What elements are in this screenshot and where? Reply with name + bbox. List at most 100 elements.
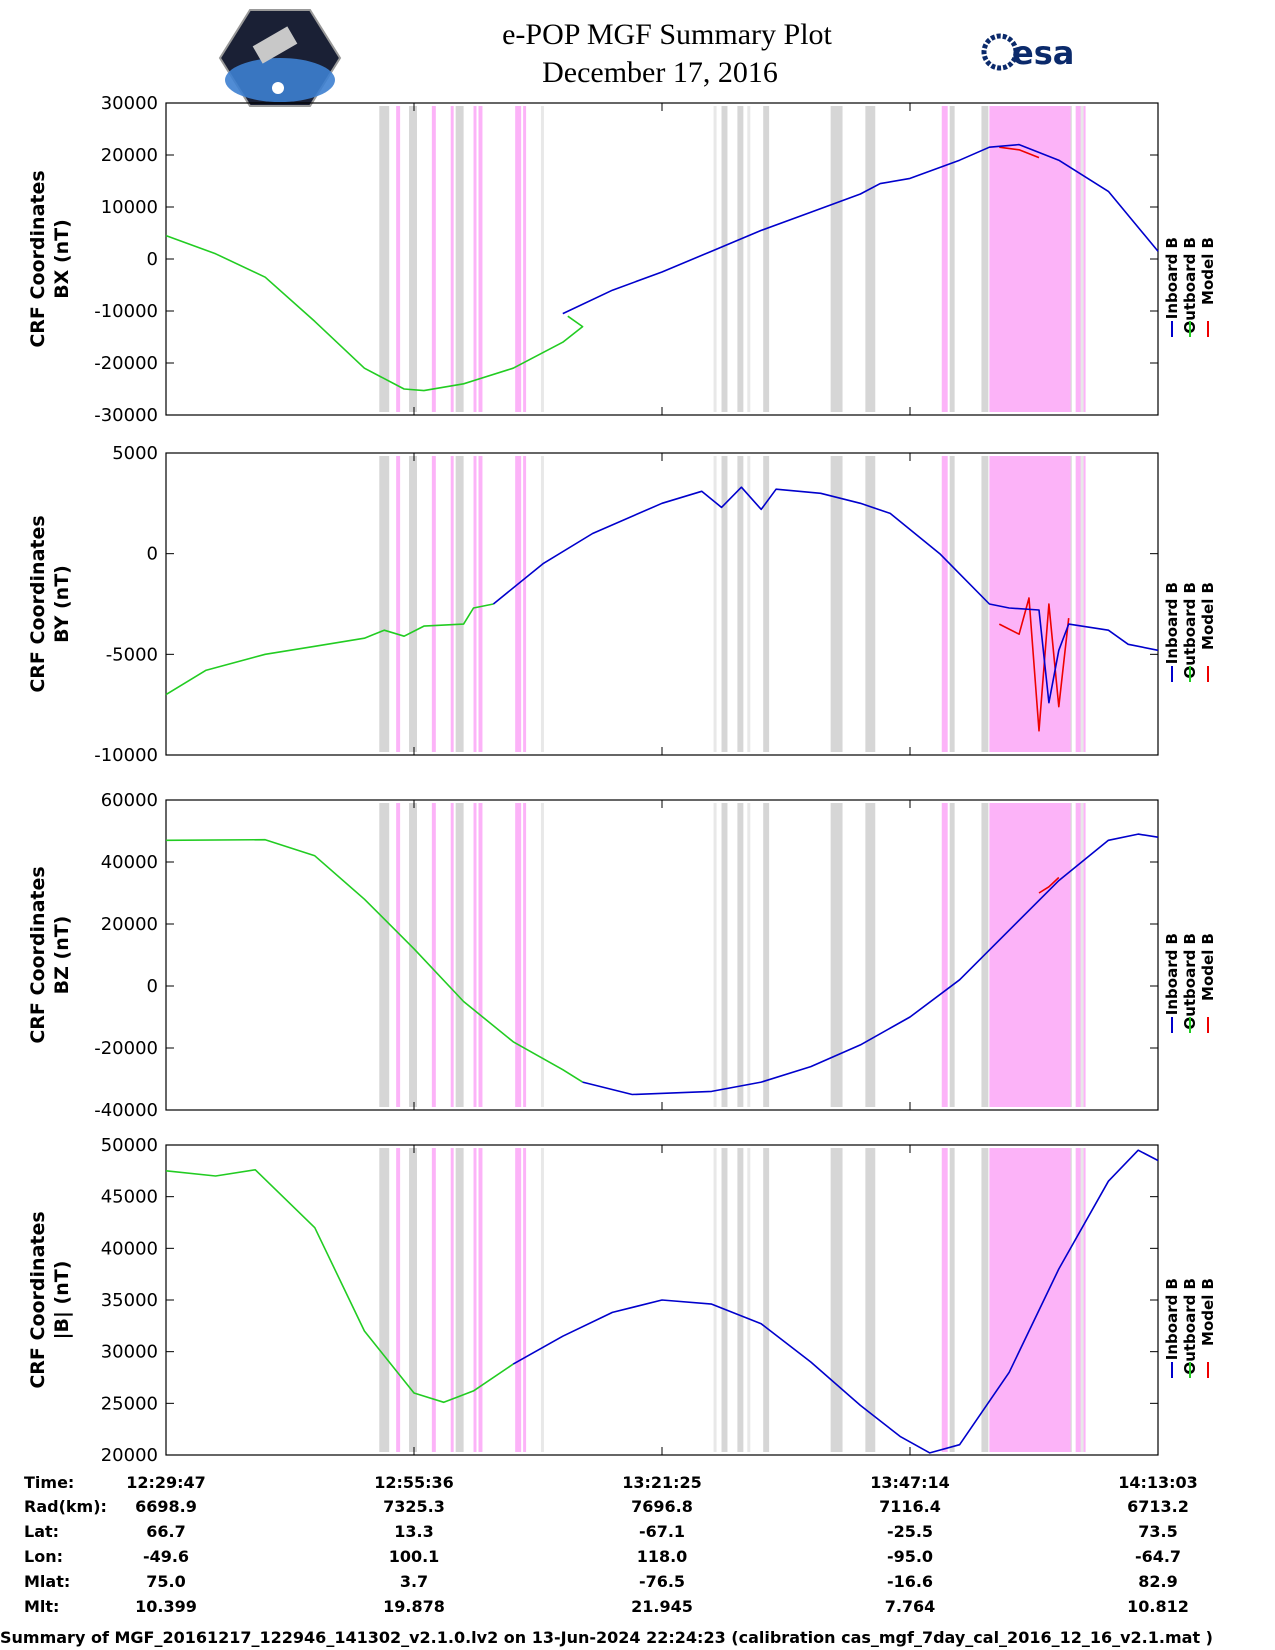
y-tick-label: -10000: [94, 745, 158, 766]
legend-label: Inboard B: [1163, 933, 1181, 1015]
gray-band: [763, 803, 770, 1107]
light-band: [713, 1148, 717, 1452]
y-axis-label: CRF Coordinates: [27, 866, 49, 1043]
y-tick-label: -10000: [94, 301, 158, 322]
table-cell: 82.9: [1138, 1572, 1177, 1591]
table-cell: 13:21:25: [622, 1473, 702, 1492]
table-cell: 75.0: [146, 1572, 185, 1591]
series-line-outboard-b: [165, 603, 494, 696]
pink-band: [431, 456, 436, 752]
light-band: [747, 106, 751, 412]
y-tick-label: 10000: [101, 197, 158, 218]
legend-label: Inboard B: [1163, 1278, 1181, 1360]
table-row-label: Rad(km):: [24, 1497, 107, 1516]
legend-label: Outboard B: [1181, 1278, 1199, 1375]
pink-band: [523, 1148, 527, 1452]
gray-band: [721, 1148, 728, 1452]
legend-label: Model B: [1199, 933, 1217, 1001]
pink-band: [941, 456, 948, 752]
y-axis-label: CRF Coordinates: [27, 1211, 49, 1388]
y-tick-label: 5000: [112, 443, 158, 464]
gray-band: [379, 803, 390, 1107]
series-line-outboard-b: [165, 838, 584, 1083]
pink-band: [523, 106, 527, 412]
table-row-label: Mlat:: [24, 1572, 70, 1591]
y-axis-label: CRF Coordinates: [27, 170, 49, 347]
table-cell: -16.6: [887, 1572, 933, 1591]
y-tick-label: 30000: [101, 93, 158, 114]
y-tick-label: -40000: [94, 1100, 158, 1121]
pink-band: [450, 456, 454, 752]
gray-band: [865, 456, 876, 752]
light-band: [540, 456, 544, 752]
light-band: [1080, 456, 1084, 752]
y-tick-label: 45000: [101, 1187, 158, 1208]
gray-band: [830, 456, 843, 752]
table-cell: 3.7: [400, 1572, 428, 1591]
gray-band: [949, 1148, 955, 1452]
legend-label: Model B: [1199, 237, 1217, 305]
series-line-inboard-b: [492, 486, 1159, 704]
gray-band: [455, 803, 464, 1107]
table-cell: 7325.3: [383, 1497, 445, 1516]
table-cell: 13.3: [394, 1522, 433, 1541]
legend: Inboard B Outboard B Model B: [1163, 1278, 1217, 1378]
series-line-inboard-b: [582, 833, 1159, 1096]
table-cell: 13:47:14: [870, 1473, 950, 1492]
series-line-outboard-b: [165, 1169, 514, 1404]
pink-band: [396, 106, 401, 412]
series-line-inboard-b: [512, 1149, 1159, 1454]
light-band: [713, 803, 717, 1107]
y-axis-unit-label: |B| (nT): [51, 1261, 73, 1340]
table-cell: -76.5: [639, 1572, 685, 1591]
pink-band: [941, 803, 948, 1107]
table-row-label: Lon:: [24, 1547, 63, 1566]
series-line-outboard-b: [165, 234, 584, 392]
pink-band: [473, 1148, 477, 1452]
y-tick-label: 60000: [101, 790, 158, 811]
legend: Inboard B Outboard B Model B: [1163, 237, 1217, 337]
table-cell: -64.7: [1135, 1547, 1181, 1566]
pink-band: [523, 456, 527, 752]
pink-band: [941, 106, 948, 412]
table-cell: 6698.9: [135, 1497, 197, 1516]
legend-label: Inboard B: [1163, 237, 1181, 319]
light-band: [1080, 106, 1084, 412]
gray-band: [949, 803, 955, 1107]
pink-band: [478, 803, 483, 1107]
table-cell: 118.0: [637, 1547, 688, 1566]
pink-band: [515, 106, 522, 412]
table-cell: 14:13:03: [1118, 1473, 1198, 1492]
light-band: [713, 456, 717, 752]
gray-band: [379, 106, 390, 412]
table-cell: 73.5: [1138, 1522, 1177, 1541]
table-cell: 10.399: [135, 1597, 197, 1616]
light-band: [747, 1148, 751, 1452]
gray-band: [981, 1148, 989, 1452]
pink-band: [450, 1148, 454, 1452]
legend: Inboard B Outboard B Model B: [1163, 582, 1217, 682]
plot-title: e-POP MGF Summary Plot: [502, 18, 832, 51]
pink-band: [989, 803, 1071, 1107]
legend-label: Outboard B: [1181, 582, 1199, 679]
table-cell: 12:55:36: [374, 1473, 454, 1492]
gray-band: [721, 803, 728, 1107]
legend-label: Outboard B: [1181, 933, 1199, 1030]
y-axis-unit-label: BZ (nT): [51, 916, 73, 995]
light-band: [747, 456, 751, 752]
gray-band: [949, 456, 955, 752]
y-tick-label: 0: [147, 976, 158, 997]
table-cell: 10.812: [1127, 1597, 1189, 1616]
panel-bx: 30000 20000 10000 0 -10000 -20000 -30000 CRF Co…: [27, 93, 1217, 426]
gray-band: [721, 106, 728, 412]
footer-caption: Summary of MGF_20161217_122946_141302_v2…: [0, 1628, 1213, 1647]
table-cell: -25.5: [887, 1522, 933, 1541]
plot-date: December 17, 2016: [542, 56, 778, 89]
y-tick-label: -20000: [94, 1038, 158, 1059]
gray-band: [455, 456, 464, 752]
pink-band: [473, 456, 477, 752]
table-cell: 7116.4: [879, 1497, 941, 1516]
esa-logo: esa: [981, 33, 1074, 72]
pink-band: [478, 106, 483, 412]
info-table: Time: Rad(km): Lat: Lon: Mlat: Mlt: 12:29:47 66…: [24, 1473, 1198, 1616]
